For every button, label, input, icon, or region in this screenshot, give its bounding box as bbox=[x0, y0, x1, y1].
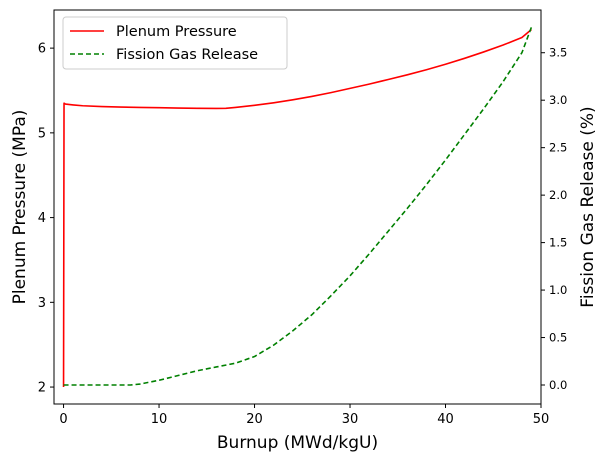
plot-frame bbox=[53, 9, 542, 405]
legend-label-fission-gas-release: Fission Gas Release bbox=[116, 47, 258, 63]
y-left-tick-label: 2 bbox=[38, 381, 46, 396]
y-right-tick-label: 1.0 bbox=[549, 283, 567, 297]
y-left-tick-label: 3 bbox=[38, 296, 46, 311]
y-right-axis-ticks: 0.0 0.5 1.0 1.5 2.0 2.5 3.0 3.5 bbox=[541, 46, 567, 392]
x-tick-label: 40 bbox=[437, 412, 454, 427]
x-axis-ticks: 0 10 20 30 40 50 bbox=[59, 404, 549, 427]
x-tick-label: 10 bbox=[151, 412, 168, 427]
y-right-tick-label: 0.5 bbox=[549, 331, 567, 345]
y-left-tick-label: 4 bbox=[38, 211, 46, 226]
y-right-tick-label: 2.5 bbox=[549, 141, 567, 155]
y-left-axis-ticks: 2 3 4 5 6 bbox=[38, 42, 54, 396]
legend-box bbox=[62, 16, 288, 70]
x-axis-title: Burnup (MWd/kgU) bbox=[217, 433, 378, 453]
x-tick-label: 0 bbox=[59, 412, 67, 427]
legend-label-plenum-pressure: Plenum Pressure bbox=[116, 24, 237, 40]
y-right-axis-title: Fission Gas Release (%) bbox=[578, 106, 598, 307]
y-right-tick-label: 0.0 bbox=[549, 378, 567, 392]
x-tick-label: 20 bbox=[246, 412, 263, 427]
y-right-tick-label: 2.0 bbox=[549, 188, 567, 202]
y-left-tick-label: 6 bbox=[38, 42, 46, 57]
legend: Plenum Pressure Fission Gas Release bbox=[62, 16, 288, 70]
y-left-axis-title: Plenum Pressure (MPa) bbox=[10, 110, 30, 305]
series-line-plenum-pressure bbox=[62, 28, 532, 388]
x-tick-label: 30 bbox=[342, 412, 359, 427]
plot-lines bbox=[62, 26, 533, 388]
y-right-tick-label: 3.0 bbox=[549, 93, 567, 107]
y-right-tick-label: 1.5 bbox=[549, 236, 567, 250]
series-line-fission-gas-release bbox=[63, 26, 533, 386]
x-tick-label: 50 bbox=[533, 412, 550, 427]
y-left-tick-label: 5 bbox=[38, 126, 46, 141]
y-right-tick-label: 3.5 bbox=[549, 46, 567, 60]
